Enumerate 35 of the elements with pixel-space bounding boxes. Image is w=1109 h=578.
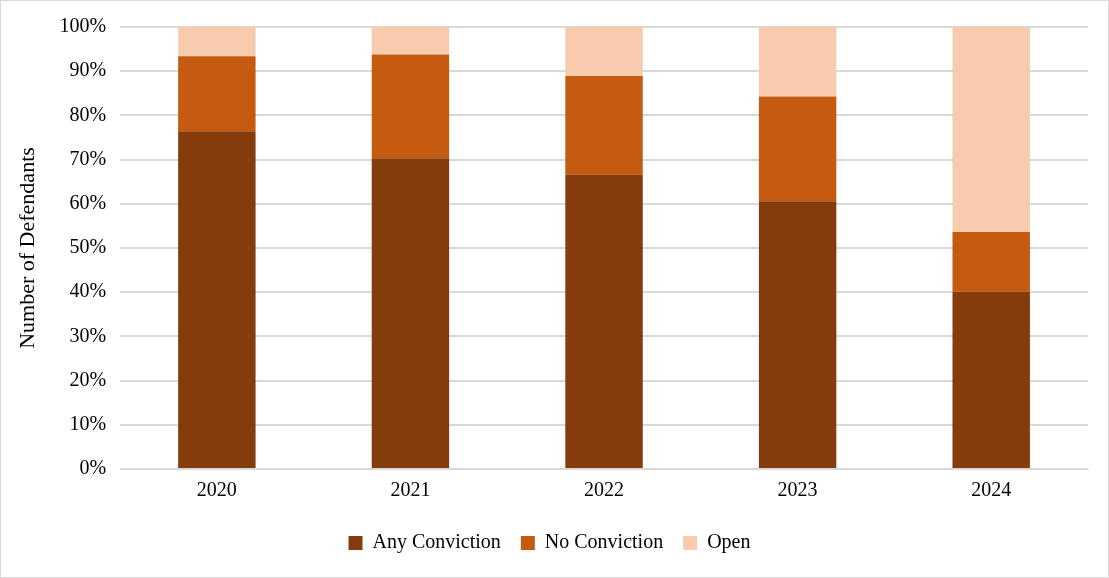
legend-label: Open: [707, 530, 751, 554]
bar: [758, 27, 837, 97]
bar: [178, 131, 256, 468]
bar: [371, 158, 450, 468]
y-tick-label: 10%: [69, 412, 107, 435]
bar: [371, 54, 450, 159]
x-tick-label: 2020: [196, 478, 237, 501]
bar: [178, 56, 256, 132]
y-tick-label: 60%: [69, 191, 107, 214]
y-axis-title: Number of Defendants: [13, 147, 39, 349]
legend-label: Any Conviction: [372, 530, 501, 554]
y-tick-label: 70%: [69, 146, 107, 169]
y-tick-label: 0%: [79, 456, 107, 479]
bar: [952, 27, 1030, 233]
bar: [565, 76, 643, 175]
bar: [565, 27, 643, 77]
bar: [565, 174, 643, 468]
x-tick-label: 2023: [777, 478, 818, 501]
y-tick-label: 100%: [59, 14, 107, 37]
x-tick-label: 2024: [971, 478, 1012, 501]
legend-label: No Conviction: [544, 530, 664, 553]
bar: [178, 27, 256, 57]
y-tick-label: 80%: [69, 102, 107, 125]
y-tick-label: 20%: [69, 367, 107, 390]
bar: [952, 232, 1030, 292]
y-tick-label: 40%: [69, 279, 107, 302]
y-tick-label: 50%: [69, 235, 107, 258]
bar: [758, 96, 837, 202]
y-tick-label: 90%: [69, 58, 107, 81]
x-tick-label: 2021: [390, 478, 431, 501]
y-tick-label: 30%: [69, 323, 107, 346]
bar: [371, 27, 450, 55]
bar: [952, 291, 1030, 468]
bar: [758, 201, 837, 468]
x-tick-label: 2022: [584, 478, 625, 501]
